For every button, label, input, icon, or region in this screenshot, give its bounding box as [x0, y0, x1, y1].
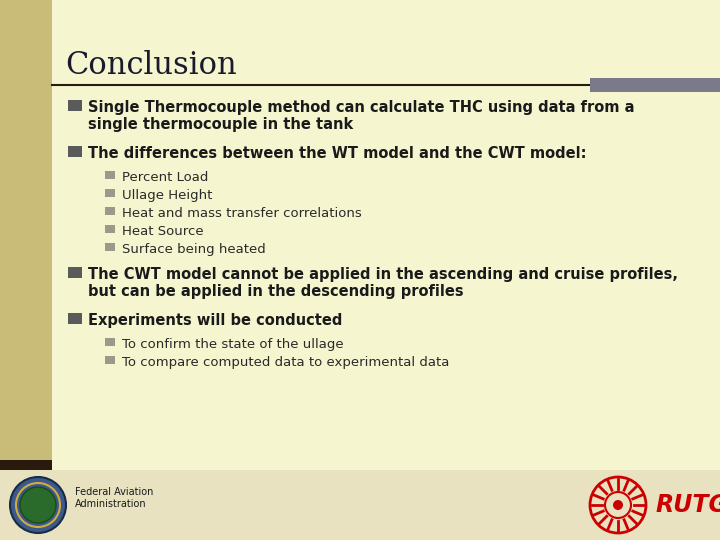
Text: To confirm the state of the ullage: To confirm the state of the ullage	[122, 338, 343, 351]
Circle shape	[10, 477, 66, 533]
Text: Single Thermocouple method can calculate THC using data from a: Single Thermocouple method can calculate…	[88, 100, 634, 115]
Text: Federal Aviation
Administration: Federal Aviation Administration	[75, 487, 153, 509]
Bar	[0, 470, 720, 540]
Text: Ullage Height: Ullage Height	[122, 189, 212, 202]
Text: Heat Source: Heat Source	[122, 225, 204, 238]
Bar	[0, 460, 52, 540]
Bar	[68, 99, 82, 111]
Bar	[105, 225, 115, 233]
Bar	[68, 145, 82, 157]
Text: Conclusion: Conclusion	[65, 50, 237, 81]
Bar	[105, 207, 115, 215]
Text: but can be applied in the descending profiles: but can be applied in the descending pro…	[88, 284, 464, 299]
Text: The differences between the WT model and the CWT model:: The differences between the WT model and…	[88, 146, 587, 161]
Bar	[105, 338, 115, 346]
Circle shape	[613, 500, 623, 510]
Bar	[0, 0, 52, 540]
Bar	[105, 243, 115, 251]
Text: single thermocouple in the tank: single thermocouple in the tank	[88, 117, 354, 132]
Bar	[105, 356, 115, 364]
Text: To compare computed data to experimental data: To compare computed data to experimental…	[122, 356, 449, 369]
Text: Percent Load: Percent Load	[122, 171, 208, 184]
Bar	[105, 171, 115, 179]
Text: Heat and mass transfer correlations: Heat and mass transfer correlations	[122, 207, 361, 220]
Text: Surface being heated: Surface being heated	[122, 243, 266, 256]
Text: RUTGERS: RUTGERS	[655, 493, 720, 517]
Circle shape	[20, 487, 56, 523]
Bar	[68, 313, 82, 323]
Bar	[590, 78, 720, 92]
Text: The CWT model cannot be applied in the ascending and cruise profiles,: The CWT model cannot be applied in the a…	[88, 267, 678, 282]
Bar	[105, 189, 115, 197]
Bar	[68, 267, 82, 278]
Text: Experiments will be conducted: Experiments will be conducted	[88, 313, 343, 328]
